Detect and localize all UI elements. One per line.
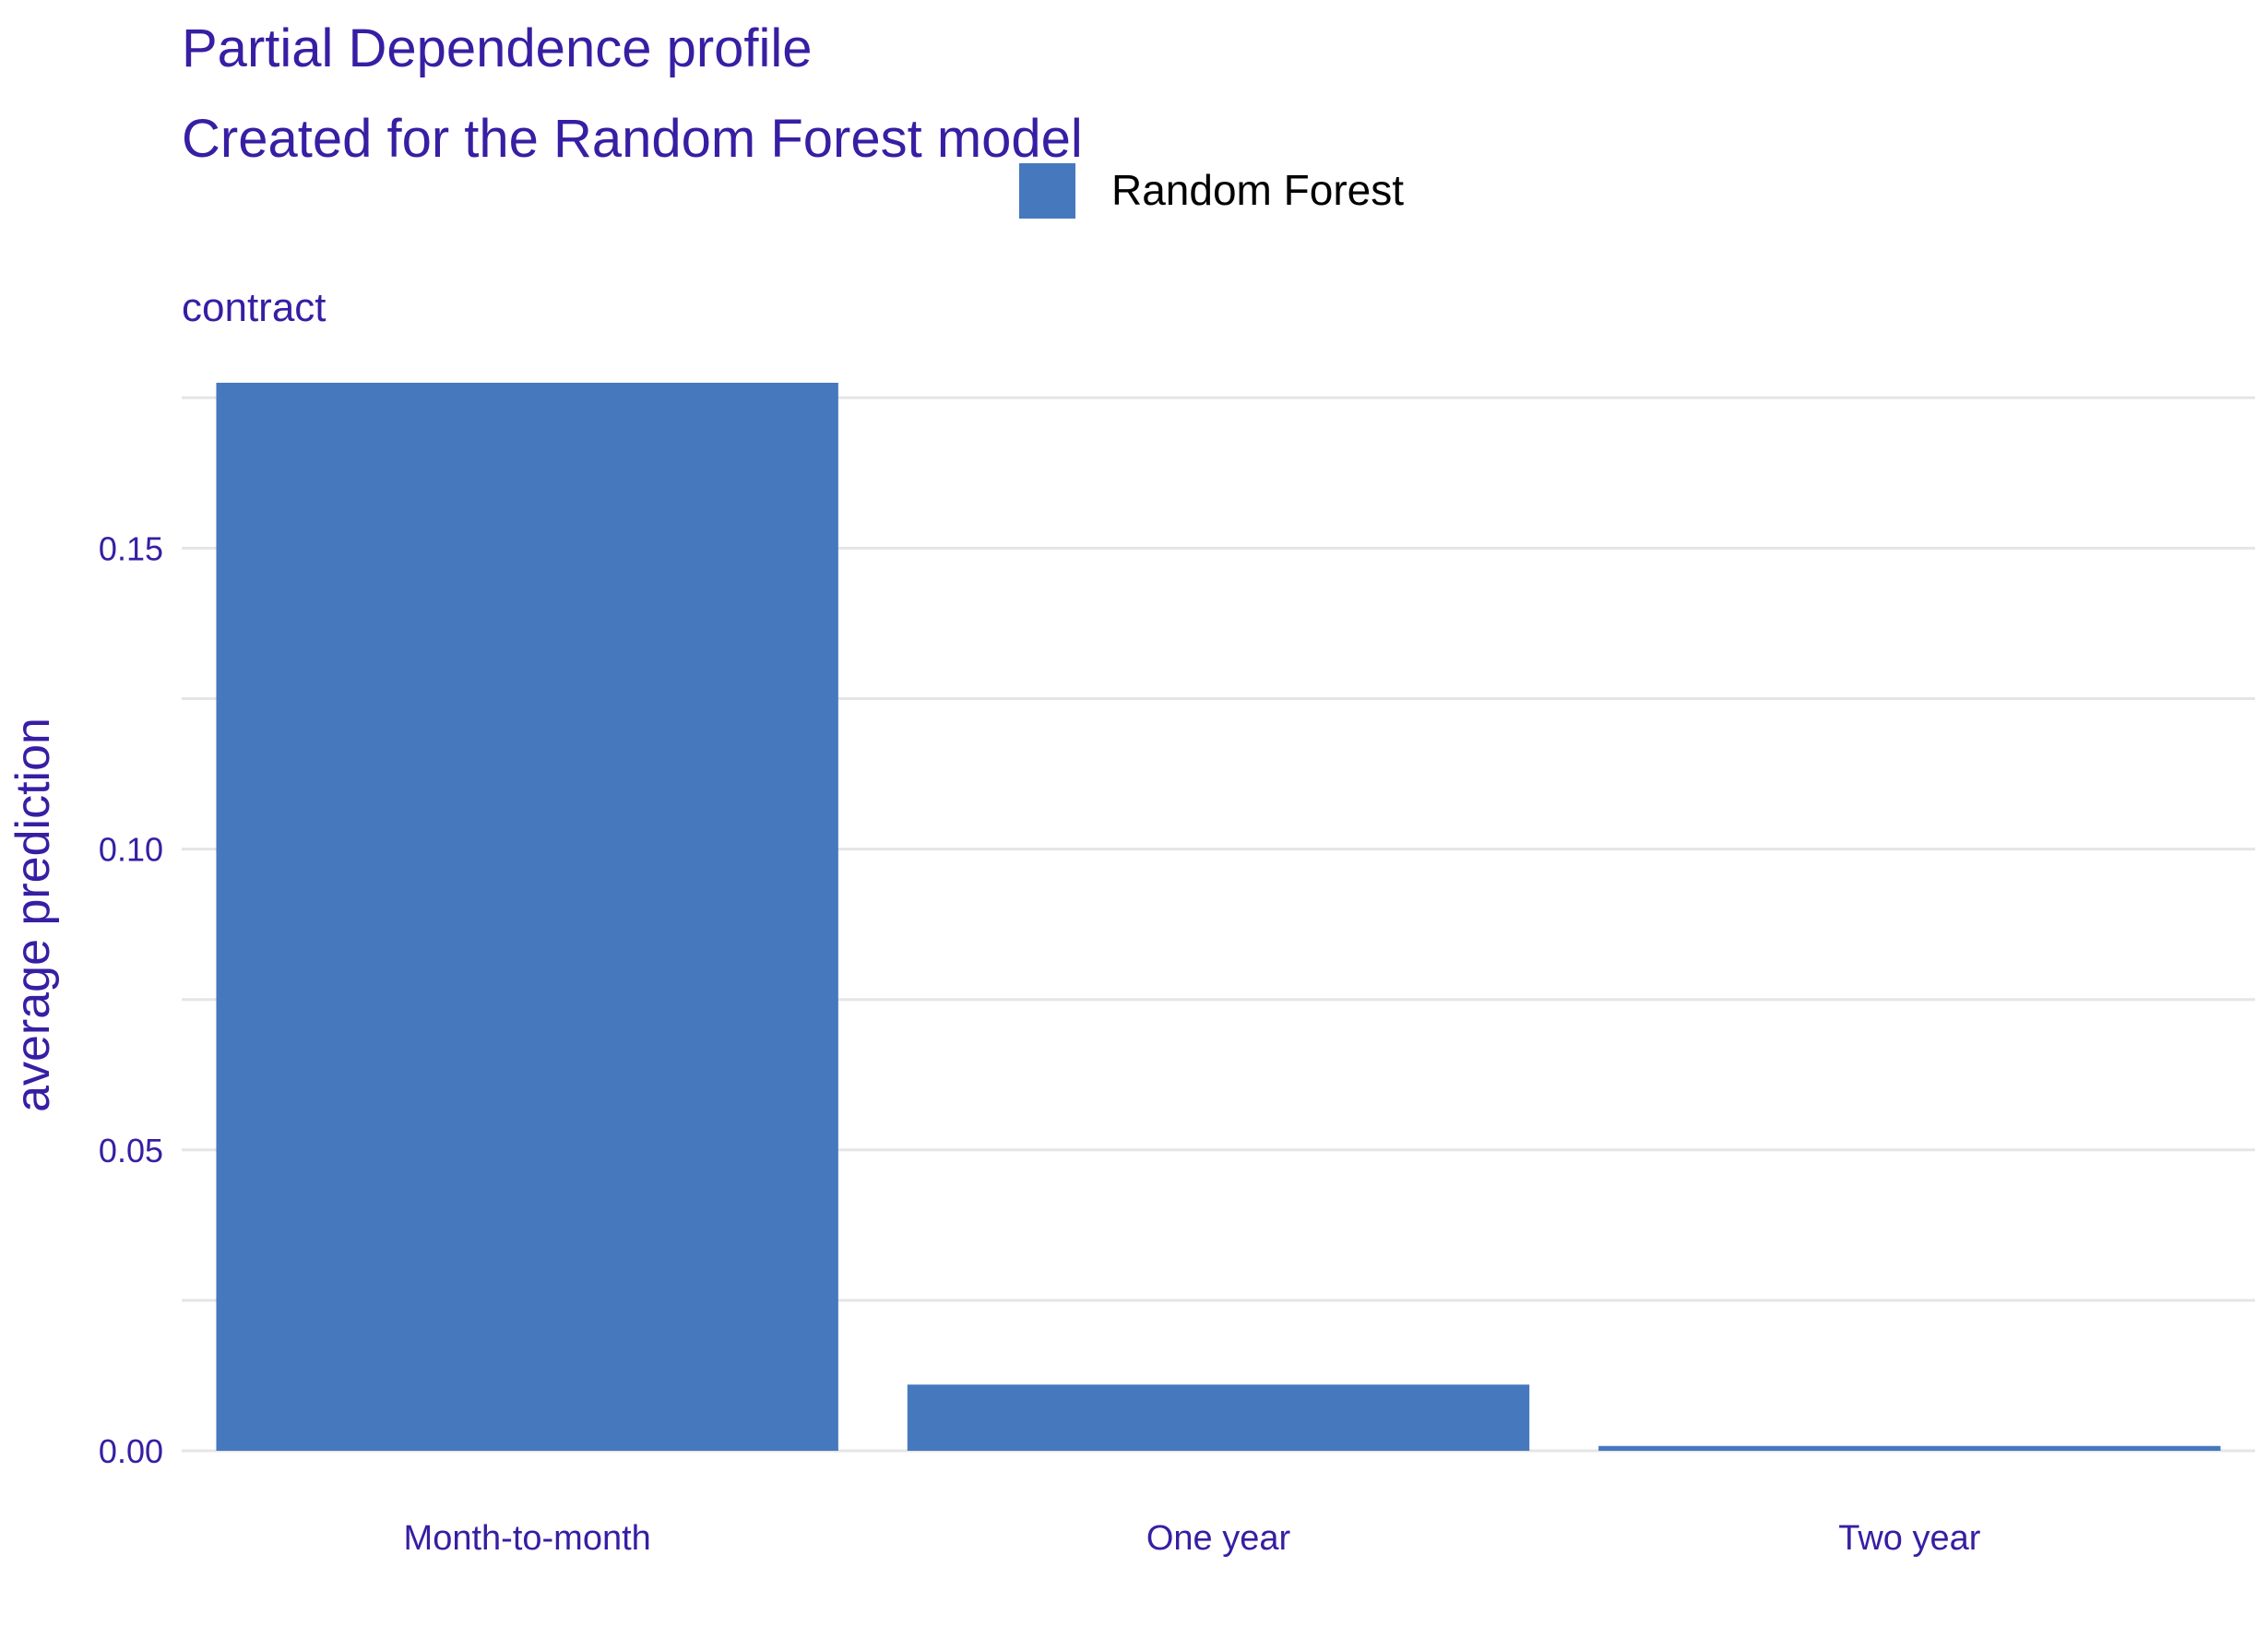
x-tick-label: Two year	[1838, 1519, 1981, 1558]
chart-title: Partial Dependence profile	[182, 18, 813, 78]
legend-label: Random Forest	[1111, 166, 1404, 214]
bar	[216, 383, 838, 1451]
x-axis-tick-labels: Month-to-month One year Two year	[404, 1519, 1981, 1558]
chart-subtitle: Created for the Random Forest model	[182, 109, 1083, 169]
y-tick-label: 0.00	[99, 1432, 163, 1470]
bar	[1598, 1445, 2221, 1451]
y-tick-label: 0.15	[99, 529, 163, 567]
y-tick-label: 0.05	[99, 1132, 163, 1169]
bar	[907, 1384, 1530, 1451]
x-tick-label: Month-to-month	[404, 1519, 651, 1558]
legend-swatch	[1019, 163, 1075, 219]
bars	[216, 383, 2221, 1451]
y-axis-tick-labels: 0.00 0.05 0.10 0.15	[99, 529, 163, 1470]
facet-label: contract	[182, 285, 327, 330]
y-tick-label: 0.10	[99, 831, 163, 869]
legend: Random Forest	[1019, 163, 1404, 219]
y-axis-title: average prediction	[6, 718, 60, 1112]
x-tick-label: One year	[1146, 1519, 1291, 1558]
